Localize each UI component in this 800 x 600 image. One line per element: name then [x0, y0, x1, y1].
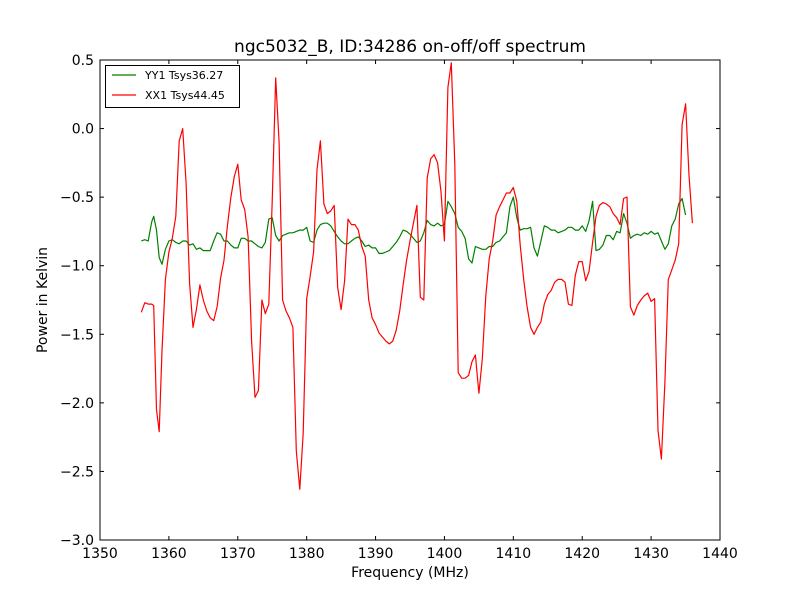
- x-tick-label: 1410: [496, 546, 532, 562]
- y-tick-label: −3.0: [60, 533, 94, 549]
- x-tick-label: 1350: [82, 546, 118, 562]
- y-tick-label: −0.5: [60, 190, 94, 206]
- x-tick-label: 1370: [220, 546, 256, 562]
- y-tick-label: −1.5: [60, 327, 94, 343]
- series-layer: [140, 62, 693, 490]
- ticks-layer: 1350 1360 1370 1380 1390 1400 1410 1420 1430 1440…: [60, 53, 738, 562]
- x-tick-label: 1390: [358, 546, 394, 562]
- x-tick-label: 1440: [702, 546, 738, 562]
- axes-frame: [99, 59, 721, 541]
- x-tick-label: 1380: [289, 546, 325, 562]
- y-tick-label: 0.5: [72, 53, 94, 69]
- y-tick-label: 0.0: [72, 122, 94, 138]
- y-axis-label: Power in Kelvin: [35, 247, 51, 353]
- y-tick-label: −1.0: [60, 259, 94, 275]
- legend-label-1: YY1 Tsys36.27: [144, 69, 223, 82]
- series-line-2: [140, 62, 693, 490]
- plot-area: 1350 1360 1370 1380 1390 1400 1410 1420 1430 1440…: [60, 53, 738, 562]
- chart-title: ngc5032_B, ID:34286 on-off/off spectrum: [234, 37, 586, 57]
- y-tick-label: −2.0: [60, 396, 94, 412]
- x-tick-label: 1360: [151, 546, 187, 562]
- y-tick-label: −2.5: [60, 464, 94, 480]
- x-tick-label: 1400: [427, 546, 463, 562]
- x-tick-label: 1420: [564, 546, 600, 562]
- legend-box: [105, 65, 240, 108]
- legend: YY1 Tsys36.27 XX1 Tsys44.45: [105, 65, 240, 108]
- x-tick-label: 1430: [633, 546, 669, 562]
- legend-label-2: XX1 Tsys44.45: [145, 89, 225, 102]
- legend-entries: YY1 Tsys36.27 XX1 Tsys44.45: [112, 69, 225, 102]
- x-axis-label: Frequency (MHz): [351, 565, 469, 581]
